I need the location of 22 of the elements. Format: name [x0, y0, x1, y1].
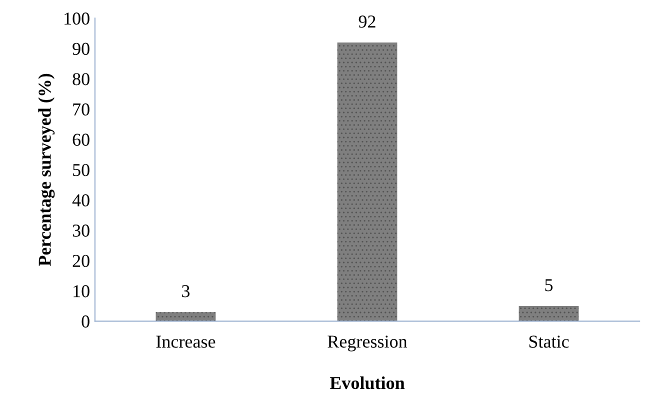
- x-tick-label: Regression: [328, 336, 408, 352]
- y-tick-label: 10: [74, 285, 90, 298]
- y-axis-title: Percentage surveyed (%): [38, 74, 55, 266]
- y-tick-label: 30: [72, 224, 90, 237]
- y-tick-label: 20: [72, 254, 90, 268]
- y-tick-label: 50: [73, 164, 90, 176]
- y-tick-label: 90: [72, 42, 90, 55]
- y-tick-label: 0: [82, 315, 90, 328]
- data-label: 92: [358, 16, 376, 28]
- x-axis-title: Evolution: [330, 376, 405, 390]
- y-tick-label: 80: [72, 73, 90, 86]
- bar: [156, 312, 216, 322]
- x-tick-label: Static: [529, 336, 569, 348]
- y-tick-label: 100: [64, 12, 90, 25]
- bar: [337, 42, 398, 322]
- y-tick-label: 60: [72, 134, 90, 146]
- bar: [518, 306, 579, 322]
- y-tick-label: 40: [72, 194, 90, 206]
- x-tick-label: Increase: [156, 336, 216, 348]
- data-label: 5: [545, 279, 553, 292]
- data-label: 3: [182, 285, 190, 298]
- y-tick-label: 70: [73, 103, 90, 116]
